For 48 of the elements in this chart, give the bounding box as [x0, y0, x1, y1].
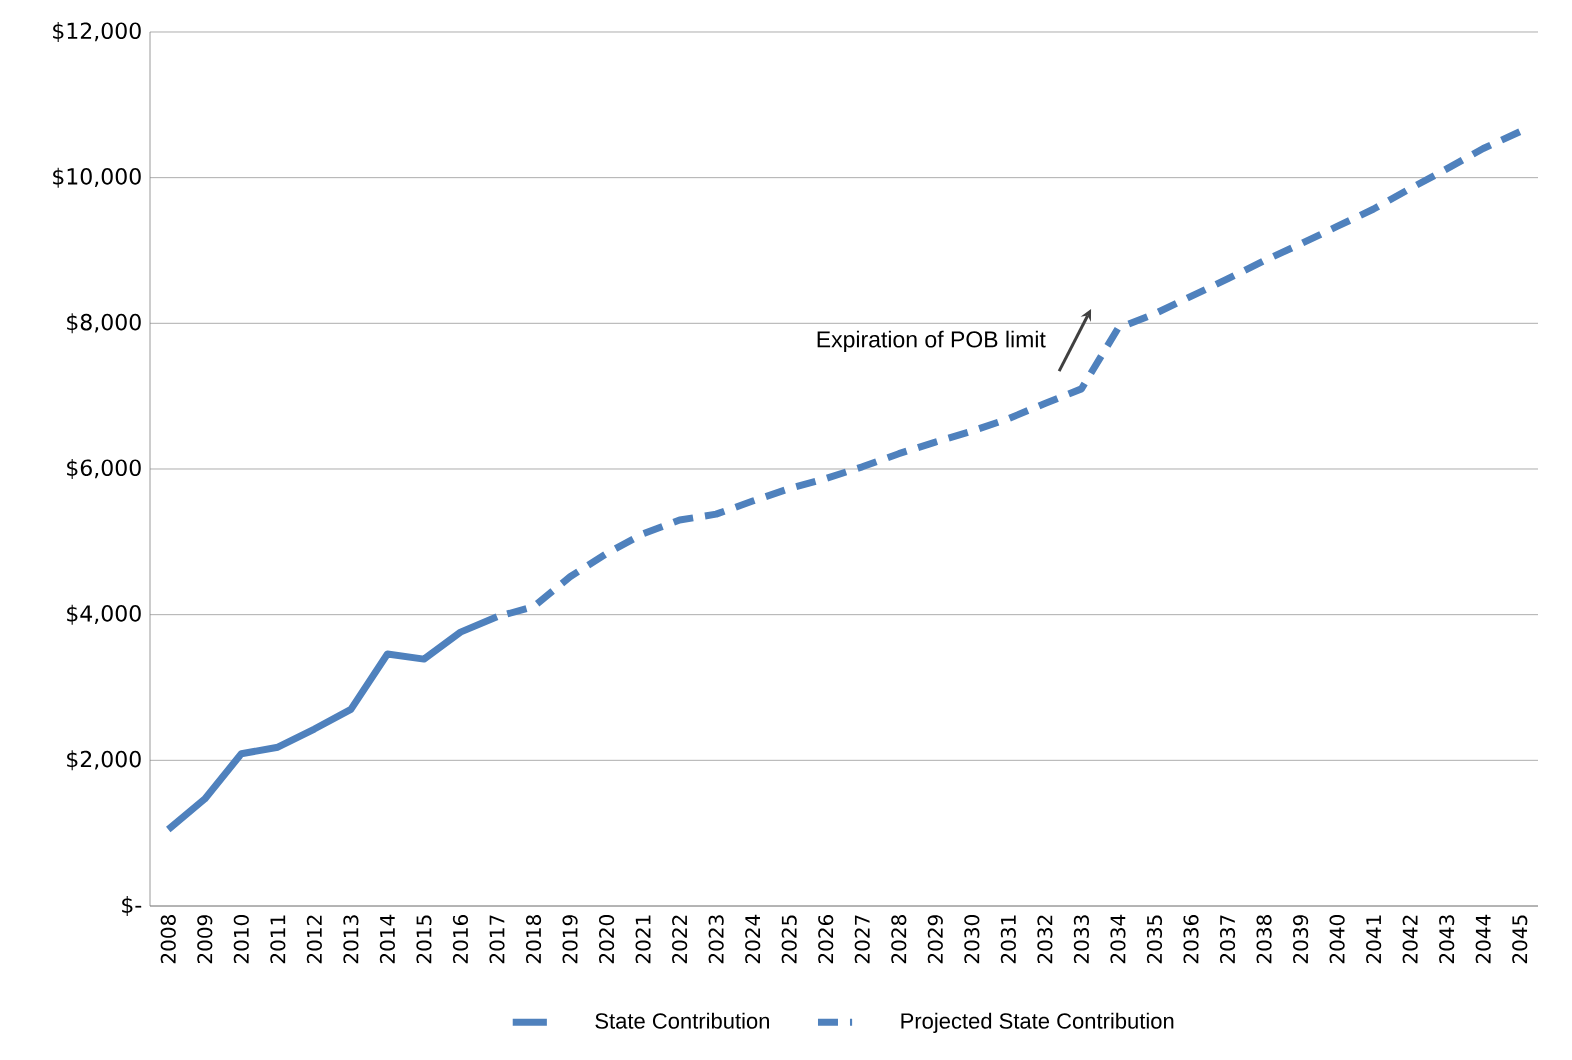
x-tick-label: 2022: [672, 915, 688, 964]
x-tick-label: 2014: [379, 914, 395, 964]
x-tick-label: 2035: [1146, 915, 1163, 964]
y-tick-label: $10,000: [53, 167, 141, 188]
x-tick-label: 2041: [1366, 915, 1382, 964]
x-tick-label: 2043: [1439, 915, 1455, 964]
x-tick-label: 2027: [854, 915, 870, 964]
x-tick-label: 2036: [1183, 914, 1199, 964]
x-tick-label: 2018: [525, 915, 542, 964]
x-tick-label: 2017: [489, 915, 505, 964]
x-tick-label: 2019: [562, 915, 578, 964]
x-tick-label: 2023: [708, 915, 724, 964]
y-tick-label: $12,000: [53, 22, 141, 42]
x-tick-label: 2039: [1293, 915, 1309, 964]
legend-label: Projected State Contribution: [901, 1012, 1174, 1034]
x-tick-label: 2009: [197, 915, 213, 964]
x-tick-label: 2034: [1110, 914, 1126, 964]
x-tick-label: 2021: [635, 915, 651, 964]
x-tick-label: 2013: [343, 915, 359, 964]
x-tick-label: 2020: [599, 915, 615, 964]
x-tick-label: 2038: [1256, 915, 1272, 964]
x-tick-label: 2012: [306, 915, 322, 964]
x-tick-label: 2008: [160, 915, 176, 964]
legend-label: State Contribution: [595, 1012, 769, 1029]
x-tick-label: 2029: [927, 915, 943, 964]
annotation: Expiration of POB limit: [817, 330, 1046, 353]
x-tick-label: 2024: [745, 914, 761, 964]
x-tick-label: 2025: [781, 915, 797, 964]
x-tick-label: 2045: [1512, 915, 1528, 964]
x-tick-label: 2031: [1000, 915, 1016, 964]
x-tick-label: 2016: [452, 914, 469, 964]
x-tick-label: 2032: [1037, 915, 1053, 964]
x-tick-label: 2010: [233, 915, 249, 964]
y-tick-label: $2,000: [67, 750, 141, 771]
y-tick-label: $6,000: [67, 459, 141, 479]
x-tick-label: 2011: [270, 915, 286, 964]
y-tick-label: $-: [122, 896, 142, 916]
x-tick-label: 2030: [964, 915, 980, 964]
x-tick-label: 2028: [891, 915, 907, 964]
y-tick-label: $4,000: [67, 604, 141, 625]
x-tick-label: 2044: [1475, 914, 1491, 964]
x-tick-label: 2015: [416, 915, 432, 964]
x-tick-label: 2042: [1402, 915, 1418, 964]
x-tick-label: 2037: [1219, 915, 1236, 964]
y-tick-label: $8,000: [67, 313, 141, 334]
x-tick-label: 2026: [818, 914, 834, 964]
x-tick-label: 2040: [1329, 915, 1345, 964]
x-tick-label: 2033: [1073, 915, 1089, 964]
